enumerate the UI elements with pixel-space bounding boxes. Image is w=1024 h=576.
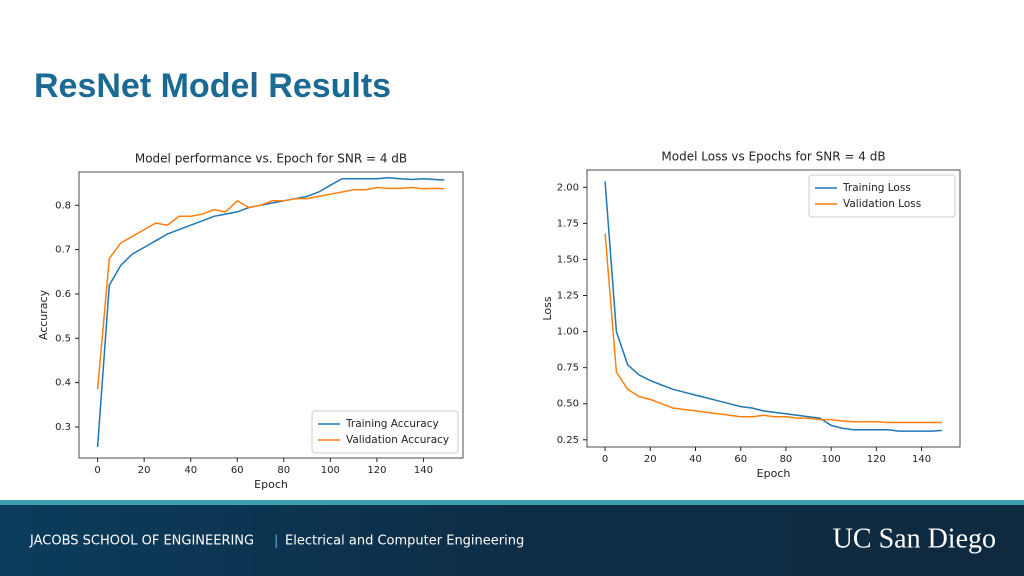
x-tick-label: 120 bbox=[367, 465, 386, 476]
footer-bar bbox=[0, 505, 1024, 576]
y-axis-label: Loss bbox=[541, 296, 554, 320]
legend-box bbox=[311, 410, 459, 454]
x-tick-label: 120 bbox=[867, 454, 886, 465]
x-tick-label: 40 bbox=[184, 465, 197, 476]
x-tick-label: 20 bbox=[138, 465, 151, 476]
x-tick-label: 80 bbox=[277, 465, 290, 476]
y-tick-label: 1.50 bbox=[557, 254, 579, 265]
y-tick-label: 1.25 bbox=[557, 291, 579, 302]
footer-logo: UC San Diego bbox=[833, 523, 996, 554]
x-tick-label: 140 bbox=[912, 454, 931, 465]
y-tick-label: 2.00 bbox=[557, 182, 579, 193]
x-tick-label: 20 bbox=[644, 454, 657, 465]
legend-label: Validation Loss bbox=[843, 198, 921, 210]
x-axis-label: Epoch bbox=[254, 478, 288, 491]
chart-title: Model performance vs. Epoch for SNR = 4 … bbox=[135, 152, 407, 166]
series-line bbox=[604, 181, 942, 432]
y-tick-label: 0.8 bbox=[55, 200, 71, 211]
plot-frame bbox=[78, 171, 464, 459]
x-tick-label: 60 bbox=[231, 465, 244, 476]
y-tick-label: 0.25 bbox=[557, 435, 579, 446]
x-tick-label: 0 bbox=[602, 454, 608, 465]
footer-separator: | bbox=[274, 534, 278, 549]
y-tick-label: 0.5 bbox=[55, 333, 71, 344]
y-tick-label: 0.3 bbox=[55, 422, 71, 433]
footer-rule bbox=[0, 500, 1024, 505]
series-line bbox=[604, 233, 942, 424]
x-axis-label: Epoch bbox=[757, 467, 791, 480]
plot-frame bbox=[586, 169, 961, 448]
x-tick-label: 40 bbox=[689, 454, 702, 465]
y-axis-label: Accuracy bbox=[37, 289, 50, 340]
series-line bbox=[96, 186, 445, 390]
x-tick-label: 100 bbox=[321, 465, 340, 476]
footer-school: JACOBS SCHOOL OF ENGINEERING bbox=[29, 534, 254, 549]
y-tick-label: 1.75 bbox=[557, 218, 579, 229]
y-tick-label: 0.75 bbox=[557, 363, 579, 374]
x-tick-label: 0 bbox=[94, 465, 100, 476]
y-tick-label: 0.7 bbox=[55, 245, 71, 256]
x-tick-label: 140 bbox=[414, 465, 433, 476]
legend-box bbox=[808, 174, 956, 218]
legend-label: Training Loss bbox=[842, 182, 911, 194]
chart-title: Model Loss vs Epochs for SNR = 4 dB bbox=[661, 150, 885, 164]
y-tick-label: 0.50 bbox=[557, 399, 579, 410]
y-tick-label: 0.4 bbox=[55, 378, 71, 389]
slide-title: ResNet Model Results bbox=[34, 67, 391, 105]
x-tick-label: 60 bbox=[734, 454, 747, 465]
footer-department: Electrical and Computer Engineering bbox=[285, 534, 524, 549]
legend-label: Training Accuracy bbox=[345, 418, 439, 430]
y-tick-label: 0.6 bbox=[55, 289, 71, 300]
series-line bbox=[96, 177, 445, 447]
x-tick-label: 80 bbox=[780, 454, 793, 465]
legend-label: Validation Accuracy bbox=[346, 434, 449, 446]
x-tick-label: 100 bbox=[822, 454, 841, 465]
y-tick-label: 1.00 bbox=[557, 327, 579, 338]
